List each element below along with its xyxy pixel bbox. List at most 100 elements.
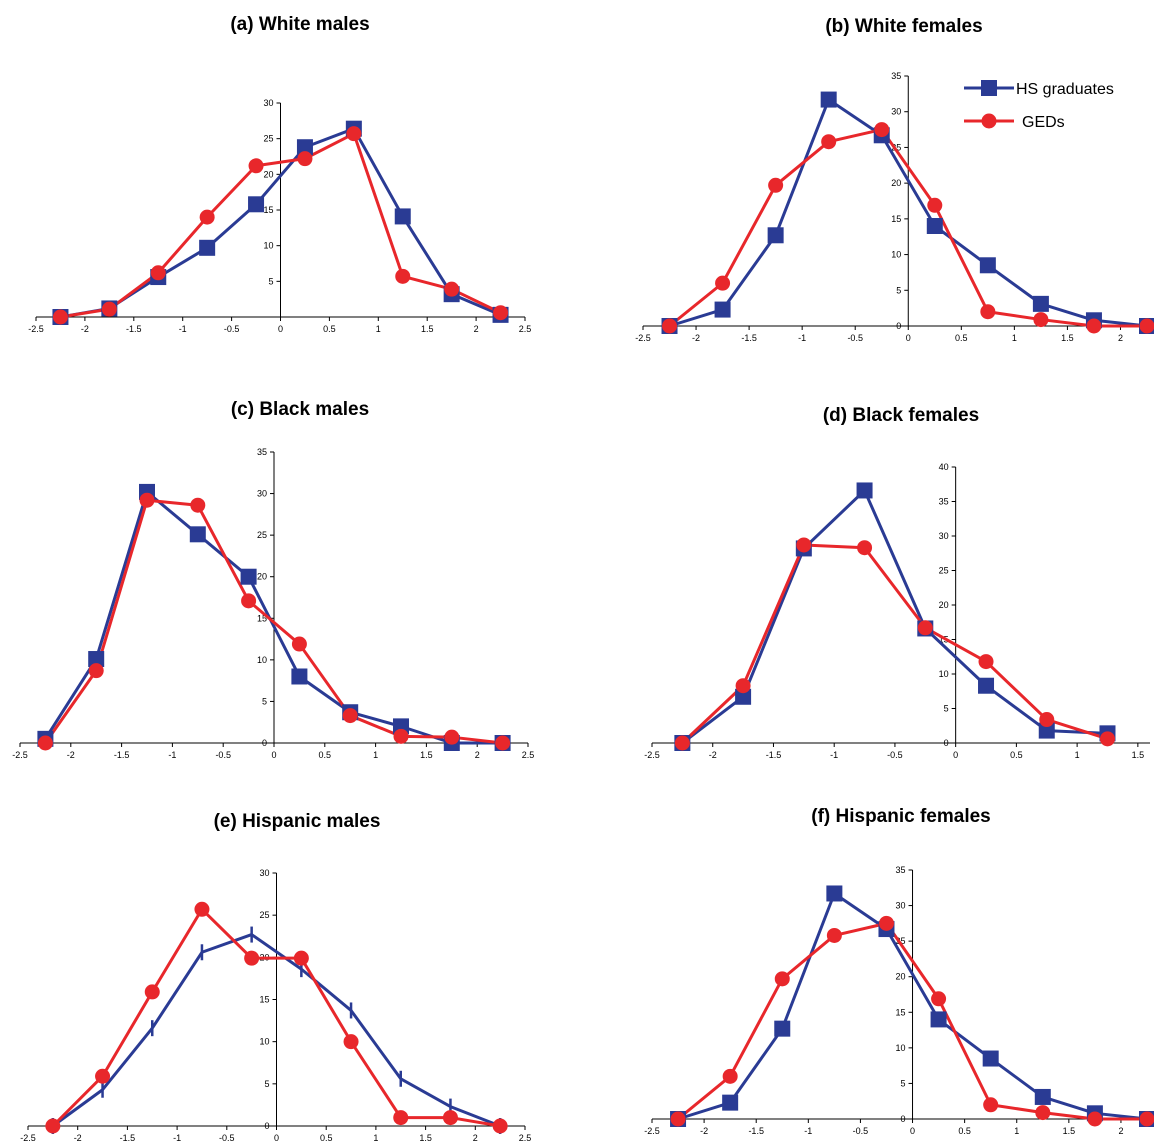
panel-c-y-tick-label: 35 xyxy=(257,447,267,457)
panel-d-y-tick-label: 5 xyxy=(944,704,949,714)
panel-b-ged-point xyxy=(662,318,678,334)
panel-b-ged-point xyxy=(1033,312,1049,328)
panel-b-ged-point xyxy=(927,197,943,213)
panel-b-hs-point xyxy=(714,301,731,318)
panel-b-ged-point xyxy=(1139,318,1154,334)
panel-d-x-tick-label: -2 xyxy=(709,750,717,760)
panel-c-x-tick-label: 2.5 xyxy=(522,750,535,760)
panel-e-y-tick-label: 0 xyxy=(264,1121,269,1131)
panel-f-ged-point xyxy=(826,927,842,943)
panel-a-hs-point xyxy=(394,208,411,225)
panel-a-hs-point xyxy=(248,196,265,213)
panel-e-x-tick-label: 0.5 xyxy=(320,1133,333,1143)
panel-d-x-tick-label: -2.5 xyxy=(644,750,660,760)
panel-b-x-tick-label: -2 xyxy=(692,333,700,343)
panel-d-ged-point xyxy=(857,540,873,556)
panel-d-hs-line xyxy=(681,488,1108,745)
panel-a-ged-point xyxy=(199,209,215,225)
panel-a-x-tick-label: -1 xyxy=(179,324,187,334)
panel-f-x-tick-label: 1 xyxy=(1014,1126,1019,1136)
panel-f-x-tick-label: -2.5 xyxy=(644,1126,660,1136)
panel-b-ged-point xyxy=(768,177,784,193)
panel-a-ged-line xyxy=(60,132,502,319)
panel-b-x-tick-label: 0.5 xyxy=(955,333,968,343)
panel-c-x-tick-label: 1.5 xyxy=(420,750,433,760)
panel-d-ged-point xyxy=(674,735,690,751)
panel-a-x-tick-label: 1.5 xyxy=(421,324,434,334)
panel-c-x-tick-label: -1.5 xyxy=(114,750,130,760)
panel-e-ged-point xyxy=(492,1118,508,1134)
panel-a-y-tick-label: 30 xyxy=(263,98,273,108)
panel-f-hs-line xyxy=(677,891,1148,1121)
panel-d-y-tick-label: 0 xyxy=(944,738,949,748)
panel-d-x-tick-label: -1.5 xyxy=(766,750,782,760)
panel-d-title: (d) Black females xyxy=(823,405,979,426)
panel-d-x-tick-label: 0.5 xyxy=(1010,750,1023,760)
panel-c: -2.5 -2 -1.5 -1 -0.5 0 0.5 1 1.5 2 2.5 0 5 10 15 20 25 30… xyxy=(12,447,534,760)
panel-f-x-tick-label: -0.5 xyxy=(853,1126,869,1136)
panel-f-hs-point xyxy=(982,1050,999,1067)
panel-c-x-tick-label: 0.5 xyxy=(319,750,332,760)
panel-e-ged-point xyxy=(45,1118,61,1134)
panel-b-y-tick-label: 5 xyxy=(896,285,901,295)
panel-b: -2.5-2-1.5-1-0.500.511.52205101520253035 xyxy=(635,71,1154,343)
panel-a-x-tick-label: -0.5 xyxy=(224,324,240,334)
panel-f-hs-point xyxy=(1034,1088,1051,1105)
panel-c-x-tick-label: -1 xyxy=(168,750,176,760)
panel-c-x-tick-label: -2 xyxy=(67,750,75,760)
panel-c-hs-point xyxy=(88,651,105,668)
panel-c-hs-point xyxy=(240,568,257,585)
panel-c-y-tick-label: 20 xyxy=(257,572,267,582)
panel-a-x-tick-label: 1 xyxy=(376,324,381,334)
panel-f-hs-point xyxy=(930,1011,947,1028)
panel-e-x-tick-label: -2.5 xyxy=(20,1133,36,1143)
panel-c-ged-point xyxy=(495,735,511,751)
panel-c-hs-line xyxy=(44,490,503,745)
panel-f-ged-point xyxy=(983,1097,999,1113)
panel-c-x-tick-label: 2 xyxy=(475,750,480,760)
panel-b-ged-point xyxy=(980,304,996,320)
panel-a-hs-point xyxy=(199,239,216,256)
panel-d-x-tick-label: 1.5 xyxy=(1132,750,1145,760)
panel-d-y-tick-label: 40 xyxy=(939,462,949,472)
panel-a-hs-point xyxy=(296,139,313,156)
panel-b-x-tick-label: -1 xyxy=(798,333,806,343)
panel-e-hs-line xyxy=(51,933,501,1128)
panel-e-y-tick-label: 15 xyxy=(259,995,269,1005)
panel-f-hs-point xyxy=(826,885,843,902)
panel-d-y-tick-label: 10 xyxy=(939,669,949,679)
panel-f-x-tick-label: 0.5 xyxy=(958,1126,971,1136)
panel-e-x-tick-label: -0.5 xyxy=(219,1133,235,1143)
panel-b-ged-point xyxy=(715,275,731,291)
panel-f-y-tick-label: 0 xyxy=(901,1114,906,1124)
panel-c-y-tick-label: 15 xyxy=(257,613,267,623)
panel-d-x-tick-label: -1 xyxy=(830,750,838,760)
panel-a-ged-point xyxy=(52,309,68,325)
panel-f-y-tick-label: 15 xyxy=(896,1007,906,1017)
panel-e-x-tick-label: -1 xyxy=(173,1133,181,1143)
panel-f-y-tick-label: 20 xyxy=(896,972,906,982)
panel-d-y-tick-label: 25 xyxy=(939,566,949,576)
panel-c-y-tick-label: 10 xyxy=(257,655,267,665)
panel-b-ged-point xyxy=(874,122,890,138)
panel-f-hs-point xyxy=(722,1094,739,1111)
panel-b-hs-point xyxy=(767,227,784,244)
panel-d-ged-point xyxy=(1039,712,1055,728)
panel-f-y-tick-label: 30 xyxy=(896,901,906,911)
panel-d-ged-point xyxy=(796,537,812,553)
panel-a-y-tick-label: 20 xyxy=(263,169,273,179)
panel-e-x-tick-label: -1.5 xyxy=(120,1133,136,1143)
panel-e-title: (e) Hispanic males xyxy=(214,811,381,832)
panel-b-y-tick-label: 10 xyxy=(891,250,901,260)
panel-f-x-tick-label: -1 xyxy=(804,1126,812,1136)
panel-d-hs-point xyxy=(735,688,752,705)
panel-b-hs-point xyxy=(979,257,996,274)
panel-a-title: (a) White males xyxy=(230,14,369,35)
panel-b-title: (b) White females xyxy=(825,16,982,37)
panel-c-x-tick-label: -2.5 xyxy=(12,750,28,760)
panel-a-x-tick-label: -2 xyxy=(81,324,89,334)
panel-e-y-tick-label: 10 xyxy=(259,1037,269,1047)
panel-c-y-tick-label: 25 xyxy=(257,530,267,540)
panel-c-ged-point xyxy=(190,497,206,513)
